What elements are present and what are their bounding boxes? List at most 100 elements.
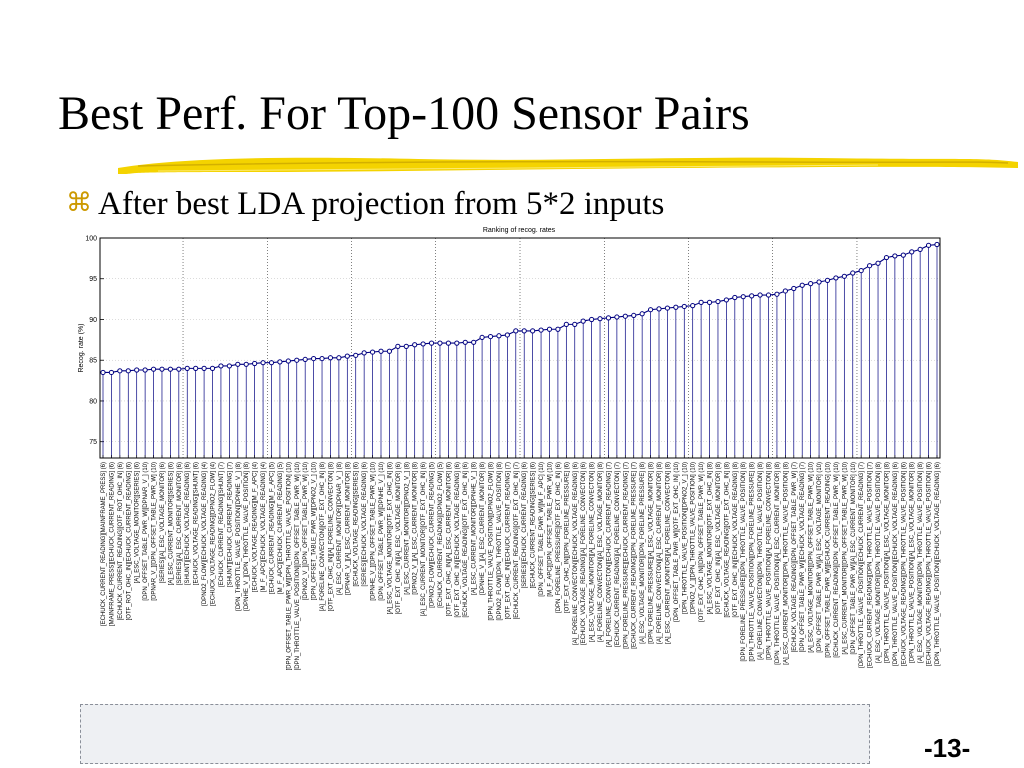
- data-point: [639, 311, 645, 317]
- data-point: [909, 249, 915, 255]
- x-tick-label: [ECHUCK_CURRENT_READING][M_F_APC] (5): [269, 462, 275, 594]
- x-tick-label: [ECHUCK_CURRENT_READING][OTF_ROT_OHC_IN]…: [118, 462, 124, 620]
- data-point: [647, 307, 654, 313]
- x-tick-label: [OTF_ROT_OHC_IN][ECHUCK_CURRENT_READING]…: [126, 462, 132, 620]
- x-tick-label: [DPNHE_V_][A]_ESC_CURRENT_MONITOR] (8): [480, 462, 486, 595]
- data-point: [841, 273, 847, 279]
- series-line: [103, 243, 938, 373]
- data-point: [934, 241, 940, 248]
- x-tick-label: [DPNO2_V_][DPN_THROTTLE_VALVE_POSITION] …: [691, 462, 697, 614]
- data-point: [706, 299, 713, 305]
- x-tick-label: [A]_ESC_CURRENT_MONITOR][OTF_EXT_OHC_IN]…: [421, 462, 427, 616]
- page-number: -13-: [924, 733, 971, 763]
- data-point: [395, 343, 401, 349]
- title-underline: [118, 157, 1018, 174]
- data-point: [302, 356, 308, 363]
- x-tick-label: [DPNO2_FLOW][ECHUCK_CURRENT_READING] (5): [430, 462, 436, 608]
- x-tick-label: [DPN_THROTTLE_VALVE_POSITION][DPN_FORELI…: [750, 462, 756, 662]
- data-point: [108, 369, 115, 376]
- data-point: [327, 355, 334, 361]
- data-point: [378, 348, 384, 354]
- x-tick-label: [SERIES][ECHUCK_VOLTAGE_READING] (6): [362, 462, 368, 586]
- data-point: [361, 350, 367, 356]
- x-tick-label: [OTF_EXT_OHC_IN][A]_ESC_CURRENT_MONITOR]…: [446, 462, 452, 616]
- x-tick-label: [DPN_OFFSET_TABLE_PWR_W][OTF_EXT_OHC_IN]…: [674, 462, 680, 622]
- x-tick-label: [ECHUCK_CURRENT_READING][DPNO2_FLOW] (5): [438, 462, 444, 608]
- x-tick-label: [OTF_EXT_OHC_IN][ECHUCK_VOLTAGE_READING]…: [733, 462, 739, 617]
- data-point: [412, 342, 418, 348]
- x-tick-label: [DPN_OFFSET_TABLE_PWR_W][DPNAR_V_] (10): [143, 462, 149, 601]
- stems: [102, 244, 938, 458]
- bullet-text: After best LDA projection from 5*2 input…: [98, 186, 665, 222]
- x-tick-label: [ECHUCK_VOLTAGE_READING][OTF_EXT_OHC_IN]…: [463, 462, 469, 617]
- x-tick-label: [DPNHE_V_][DPN_THROTTLE_VALVE_POSITION] …: [244, 462, 250, 611]
- x-tick-label: [DPNAR_V_][A]_ESC_CURRENT_MONITOR] (8): [345, 462, 351, 595]
- x-tick-label: [M_F_APC][DPN_OFFSET_TABLE_PWR_W] (10): [547, 462, 553, 597]
- x-tick-label: [ECHUCK_VOLTAGE_READING][DPN_THROTTLE_VA…: [927, 462, 933, 666]
- y-tick-label: 85: [89, 358, 97, 365]
- x-tick-label: [DPN_OFFSET_TABLE_PWR_W][DPN_THROTTLE_VA…: [286, 462, 292, 670]
- data-point: [159, 366, 165, 372]
- data-point: [605, 315, 612, 321]
- data-point: [134, 367, 140, 373]
- data-point: [925, 242, 932, 248]
- y-tick-label: 95: [89, 276, 97, 283]
- data-point: [690, 303, 696, 309]
- data-point: [656, 306, 662, 312]
- x-tick-label: [SHUNT][ECHUCK_CURRENT_READING] (7): [227, 462, 233, 587]
- data-point: [311, 355, 317, 362]
- command-key-icon: ⌘: [66, 188, 92, 217]
- data-point: [900, 252, 906, 258]
- data-point: [142, 367, 148, 373]
- x-tick-label: [OTF_EXT_OHC_IN][A]_FORELINE_CONVECTON] …: [328, 462, 334, 611]
- data-point: [428, 340, 435, 346]
- data-point: [546, 326, 553, 332]
- y-tick-label: 80: [89, 398, 97, 405]
- x-tick-label: [DPN_THROTTLE_VALVE_POSITION][DPN_OFFSET…: [295, 462, 301, 670]
- x-tick-label: [M_F_APC][ECHUCK_VOLTAGE_READING] (4): [261, 462, 267, 592]
- x-tick-label: [DPN_THROTTLE_VALVE_POSITION][ECHUCK_VOL…: [893, 462, 899, 666]
- slide-title: Best Perf. For Top-100 Sensor Pairs: [58, 87, 750, 140]
- data-point: [226, 363, 232, 369]
- x-tick-label: [DPN_FORELINE_PRESSURE][DPN_THROTTLE_VAL…: [741, 462, 747, 662]
- x-tick-label: [OTF_EXT_OHC_IN][ECHUCK_VOLTAGE_READING]…: [455, 462, 461, 617]
- x-tick-label: [A]_ESC_VOLTAGE_MONITOR][DPN_THROTTLE_VA…: [918, 462, 924, 663]
- data-point: [597, 316, 603, 322]
- x-tick-label: [SERIES][A]_ESC_CURRENT_MONITOR] (6): [177, 462, 183, 585]
- data-point: [353, 352, 359, 358]
- x-tick-label: [DPN_THROTTLE_VALVE_POSITION][A]_ESC_VOL…: [884, 462, 890, 663]
- x-tick-label: [ECHUCK_CURRENT_READING][OTF_EXT_OHC_IN]…: [514, 462, 520, 619]
- x-tick-label: [A]_ESC_CURRENT_MONITOR][DPN_OFFSET_TABL…: [842, 462, 848, 654]
- data-point: [285, 358, 291, 364]
- data-point: [749, 293, 755, 299]
- x-tick-label: [ECHUCK_VOLTAGE_READING][DPNO2_FLOW] (4): [211, 462, 217, 606]
- x-tick-label: [ECHUCK_VOLTAGE_READING][M_F_APC] (4): [253, 462, 259, 592]
- x-tick-label: [DPNHE_V_][DPN_OFFSET_TABLE_PWR_W] (10): [371, 462, 377, 601]
- data-point: [496, 333, 502, 339]
- x-tick-label: [A]_FORELINE_CONVECTON][A]_ESC_CURRENT_M…: [657, 462, 663, 644]
- x-tick-label: [DPNAR_V_][DPN_OFFSET_TABLE_PWR_W] (10): [152, 462, 158, 601]
- x-tick-label: [DPN_THROTTLE_VALVE_POSITION][DPNHE_V_] …: [236, 462, 242, 611]
- data-point: [867, 263, 873, 269]
- data-point: [513, 328, 519, 334]
- x-tick-label: [A]_ESC_VOLTAGE_MONITOR][DPN_OFFSET_TABL…: [809, 462, 815, 653]
- data-point: [125, 368, 131, 374]
- x-tick-label: [ECHUCK_CURRENT_READING][DPN_THROTTLE_VA…: [868, 462, 874, 668]
- data-point: [757, 292, 763, 298]
- data-point: [715, 298, 721, 305]
- data-point: [445, 340, 451, 346]
- data-point: [614, 314, 620, 320]
- x-tick-label: [OTF_EXT_OHC_IN][DPN_OFFSET_TABLE_PWR_W]…: [699, 462, 705, 622]
- data-point: [850, 270, 856, 276]
- data-point: [723, 297, 729, 303]
- plot-frame: [99, 237, 941, 459]
- data-points: [100, 241, 940, 376]
- data-point: [117, 368, 123, 374]
- y-axis-label: Recog. rate (%): [78, 323, 85, 372]
- chart-title: Ranking of recog. rates: [483, 227, 556, 234]
- x-tick-label: [DPNO2_FLOW][DPN_THROTTLE_VALVE_POSITION…: [497, 462, 503, 620]
- data-point: [167, 366, 173, 372]
- x-tick-label: [DPN_FORELINE_PRESSURE][OTF_EXT_OHC_IN] …: [556, 462, 562, 613]
- data-point: [892, 253, 898, 259]
- data-point: [782, 288, 788, 294]
